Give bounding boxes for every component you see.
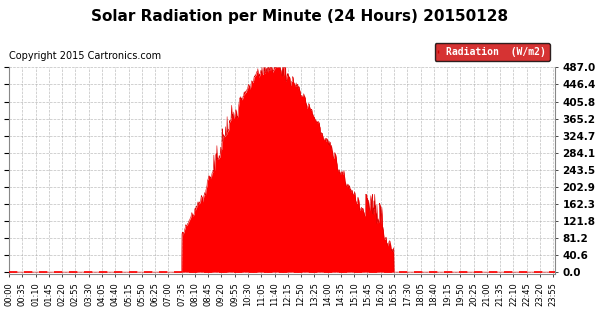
- Text: Solar Radiation per Minute (24 Hours) 20150128: Solar Radiation per Minute (24 Hours) 20…: [91, 9, 509, 24]
- Legend: Radiation  (W/m2): Radiation (W/m2): [434, 43, 550, 61]
- Text: Copyright 2015 Cartronics.com: Copyright 2015 Cartronics.com: [9, 51, 161, 61]
